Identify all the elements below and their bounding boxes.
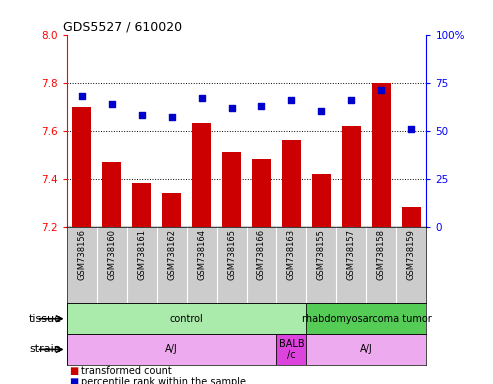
Bar — [67, 334, 277, 365]
Text: tissue: tissue — [29, 314, 62, 324]
Point — [77, 93, 85, 99]
Bar — [192, 123, 211, 227]
Text: A/J: A/J — [165, 344, 178, 354]
Text: transformed count: transformed count — [81, 366, 172, 376]
Bar — [342, 126, 361, 227]
Bar — [132, 184, 151, 227]
Text: GSM738165: GSM738165 — [227, 229, 236, 280]
Bar — [402, 207, 421, 227]
Bar — [252, 159, 271, 227]
Point — [378, 87, 386, 93]
Bar — [312, 174, 331, 227]
Point — [138, 112, 145, 118]
Point — [107, 101, 115, 107]
Point — [257, 103, 265, 109]
Point — [348, 97, 355, 103]
Point — [287, 97, 295, 103]
Text: GSM738160: GSM738160 — [107, 229, 116, 280]
Bar — [162, 193, 181, 227]
Text: GSM738163: GSM738163 — [287, 229, 296, 280]
Bar — [67, 303, 307, 334]
Text: ■: ■ — [70, 377, 78, 384]
Text: ■: ■ — [70, 366, 78, 376]
Text: GSM738166: GSM738166 — [257, 229, 266, 280]
Text: GSM738156: GSM738156 — [77, 229, 86, 280]
Text: GSM738157: GSM738157 — [347, 229, 356, 280]
Text: GDS5527 / 610020: GDS5527 / 610020 — [63, 20, 182, 33]
Text: A/J: A/J — [360, 344, 373, 354]
Text: control: control — [170, 314, 204, 324]
Bar — [372, 83, 391, 227]
Point — [198, 95, 206, 101]
Point — [317, 108, 325, 114]
Point — [408, 126, 416, 132]
Text: rhabdomyosarcoma tumor: rhabdomyosarcoma tumor — [302, 314, 431, 324]
Bar — [307, 303, 426, 334]
Text: GSM738162: GSM738162 — [167, 229, 176, 280]
Bar — [72, 106, 91, 227]
Bar — [222, 152, 241, 227]
Text: GSM738158: GSM738158 — [377, 229, 386, 280]
Bar — [277, 334, 307, 365]
Text: GSM738161: GSM738161 — [137, 229, 146, 280]
Text: GSM738155: GSM738155 — [317, 229, 326, 280]
Bar — [102, 162, 121, 227]
Text: percentile rank within the sample: percentile rank within the sample — [81, 377, 246, 384]
Text: strain: strain — [30, 344, 62, 354]
Point — [168, 114, 176, 120]
Text: BALB
/c: BALB /c — [279, 339, 304, 360]
Bar — [282, 140, 301, 227]
Bar — [307, 334, 426, 365]
Text: GSM738164: GSM738164 — [197, 229, 206, 280]
Text: GSM738159: GSM738159 — [407, 229, 416, 280]
Point — [228, 104, 236, 111]
